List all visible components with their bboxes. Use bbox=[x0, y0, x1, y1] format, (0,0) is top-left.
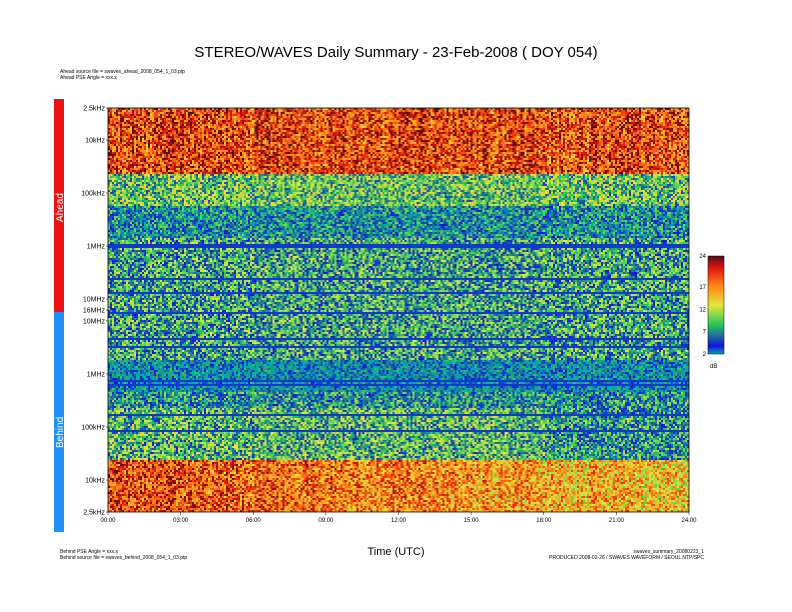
ahead-pse-angle: Ahead PSE Angle = xxx.x bbox=[60, 75, 117, 81]
behind-band-label: Behind bbox=[55, 417, 66, 448]
x-tick-label: 03:00 bbox=[173, 518, 189, 524]
ahead-y-tick-label: 1MHz bbox=[87, 244, 106, 251]
ahead-y-tick-label: 10MHz bbox=[83, 297, 106, 304]
spectrogram-heatmap bbox=[108, 108, 689, 512]
colorbar-tick-label: 24 bbox=[699, 254, 706, 260]
colorbar-unit: dB bbox=[710, 364, 717, 370]
colorbar-scale bbox=[707, 255, 725, 355]
ahead-y-tick-label: 10kHz bbox=[85, 137, 105, 144]
ahead-band-label: Ahead bbox=[55, 193, 66, 222]
colorbar-tick-label: 12 bbox=[699, 307, 706, 313]
x-tick-label: 06:00 bbox=[246, 518, 262, 524]
summary-file-name: swaves_summary_20080223_1 bbox=[633, 549, 704, 555]
x-axis-ticks: 00:00 03:00 06:00 09:00 12:00 15:00 18:00 21:00… bbox=[100, 512, 697, 524]
ahead-band bbox=[54, 99, 64, 312]
behind-y-tick-label: 10kHz bbox=[85, 478, 105, 485]
colorbar-tick-label: 2 bbox=[703, 352, 707, 358]
colorbar-tick-label: 17 bbox=[699, 285, 706, 291]
chart-title: STEREO/WAVES Daily Summary - 23-Feb-2008… bbox=[194, 44, 598, 61]
behind-pse-angle: Behind PSE Angle = xxx.x bbox=[60, 549, 118, 555]
behind-source-file: Behind source file = swaves_behind_2008_… bbox=[60, 555, 188, 561]
x-tick-label: 24:00 bbox=[681, 518, 697, 524]
ahead-source-file: Ahead source file = swaves_ahead_2008_05… bbox=[60, 69, 185, 75]
spectrogram-image bbox=[108, 108, 689, 512]
x-tick-label: 21:00 bbox=[609, 518, 625, 524]
ahead-y-tick-label: 2.5kHz bbox=[83, 106, 105, 113]
behind-y-tick-label: 10MHz bbox=[83, 318, 106, 325]
x-tick-label: 12:00 bbox=[391, 518, 407, 524]
x-tick-label: 09:00 bbox=[318, 518, 334, 524]
ahead-y-tick-label: 16MHz bbox=[83, 308, 106, 315]
ahead-y-tick-label: 100kHz bbox=[81, 191, 105, 198]
behind-y-tick-label: 100kHz bbox=[81, 424, 105, 431]
x-tick-label: 18:00 bbox=[536, 518, 552, 524]
production-note: PRODUCED 2008-02-26 / SWAVES WAVEFORM / … bbox=[549, 555, 704, 561]
colorbar-tick-label: 7 bbox=[703, 330, 707, 336]
behind-y-tick-label: 1MHz bbox=[87, 371, 106, 378]
x-tick-label: 15:00 bbox=[464, 518, 480, 524]
behind-band bbox=[54, 312, 64, 532]
y-axis-ticks: 2.5kHz 10kHz 100kHz 1MHz 10MHz 16MHz 10MHz 1MHz… bbox=[81, 106, 108, 517]
behind-y-tick-label: 2.5kHz bbox=[83, 510, 105, 517]
x-axis-label: Time (UTC) bbox=[367, 546, 425, 558]
x-tick-label: 00:00 bbox=[100, 518, 116, 524]
colorbar: 24 17 12 7 2 bbox=[699, 254, 725, 358]
